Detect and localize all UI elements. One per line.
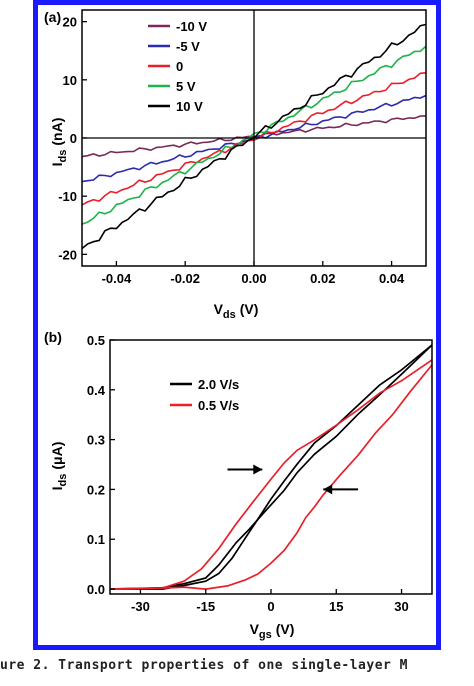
panel-a-ylabel-sub: ds xyxy=(57,150,69,163)
figure-caption: ure 2. Transport properties of one singl… xyxy=(0,658,409,673)
panel-b-plot-area xyxy=(109,339,433,595)
panel-a-xlabel-sub: ds xyxy=(223,309,236,321)
b-series-line xyxy=(109,344,433,590)
b-arrow-head xyxy=(253,464,263,475)
panel-b-xlabel-main: V xyxy=(250,621,260,637)
panel-b-xlabel-unit: (V) xyxy=(276,621,295,637)
panel-b-ylabel-unit: (μA) xyxy=(49,442,65,470)
b-x-tick-label: 15 xyxy=(329,599,343,614)
b-y-tick-label: 0.2 xyxy=(87,482,105,497)
b-y-tick-label: 0.0 xyxy=(87,582,105,597)
panel-b-x-axis-label: Vgs (V) xyxy=(250,621,295,641)
b-legend-label: 2.0 V/s xyxy=(198,377,239,392)
panel-b-xlabel-sub: gs xyxy=(259,629,272,641)
a-legend-label: 0 xyxy=(176,59,183,74)
a-y-tick-label: 10 xyxy=(63,73,77,88)
panel-a-legend: -10 V -5 V 0 5 V 10 V xyxy=(148,19,207,114)
a-legend-label: -10 V xyxy=(176,19,207,34)
a-x-tick-label: 0.02 xyxy=(310,271,335,286)
panel-b-legend: 2.0 V/s 0.5 V/s xyxy=(170,377,239,413)
panel-a-xlabel-main: V xyxy=(214,301,224,317)
a-y-tick-label: 0 xyxy=(70,131,77,146)
panel-a-label: (a) xyxy=(44,9,61,25)
panel-b-series xyxy=(109,344,433,591)
b-y-tick-label: 0.1 xyxy=(87,532,105,547)
b-x-tick-label: 30 xyxy=(394,599,408,614)
panel-b-ylabel-main: I xyxy=(49,486,65,490)
b-x-tick-label: 0 xyxy=(267,599,274,614)
a-x-tick-label: 0.00 xyxy=(241,271,266,286)
a-legend-label: 5 V xyxy=(176,79,196,94)
a-legend-label: -5 V xyxy=(176,39,200,54)
b-y-tick-label: 0.4 xyxy=(87,383,106,398)
panel-b-y-axis-label: Ids (μA) xyxy=(49,442,69,491)
b-x-tick-label: -15 xyxy=(196,599,215,614)
panel-b-label: (b) xyxy=(44,329,62,345)
a-x-tick-label: 0.04 xyxy=(379,271,405,286)
b-x-tick-label: -30 xyxy=(131,599,150,614)
panel-b-ticks: -30 -15 0 15 30 0.0 0.1 0.2 0.3 0.4 0.5 xyxy=(87,333,409,614)
panel-b-ylabel-sub: ds xyxy=(57,474,69,487)
a-x-tick-label: -0.04 xyxy=(102,271,132,286)
b-series-line xyxy=(109,359,433,590)
b-y-tick-label: 0.5 xyxy=(87,333,105,348)
a-y-tick-label: -10 xyxy=(58,189,77,204)
a-legend-label: 10 V xyxy=(176,99,203,114)
b-y-tick-label: 0.3 xyxy=(87,433,105,448)
b-legend-label: 0.5 V/s xyxy=(198,398,239,413)
panel-a-zero-lines xyxy=(82,10,426,266)
a-y-tick-label: 20 xyxy=(63,15,77,30)
a-y-tick-label: -20 xyxy=(58,247,77,262)
panel-a-ticks: -0.04 -0.02 0.00 0.02 0.04 -20 -10 0 10 20 xyxy=(58,15,405,286)
panel-a-ylabel-main: I xyxy=(49,162,65,166)
b-series-line xyxy=(109,344,433,591)
a-x-tick-label: -0.02 xyxy=(170,271,200,286)
panel-a-y-axis-label: Ids (nA) xyxy=(49,118,69,167)
b-arrow-head xyxy=(323,484,333,495)
panel-a-xlabel-unit: (V) xyxy=(240,301,259,317)
panel-b-arrows xyxy=(227,464,359,495)
panel-b: (b) -30 -15 0 15 30 0.0 0.1 0.2 0.3 0.4 0.5 2.0 V/… xyxy=(44,329,433,641)
panel-a-x-axis-label: Vds (V) xyxy=(214,301,259,321)
b-series-line xyxy=(109,364,433,590)
panel-a: (a) -0.04 -0.02 0.00 0.02 0.04 -20 -10 0 10 20 -1… xyxy=(44,9,427,321)
panel-a-ylabel-unit: (nA) xyxy=(49,118,65,146)
